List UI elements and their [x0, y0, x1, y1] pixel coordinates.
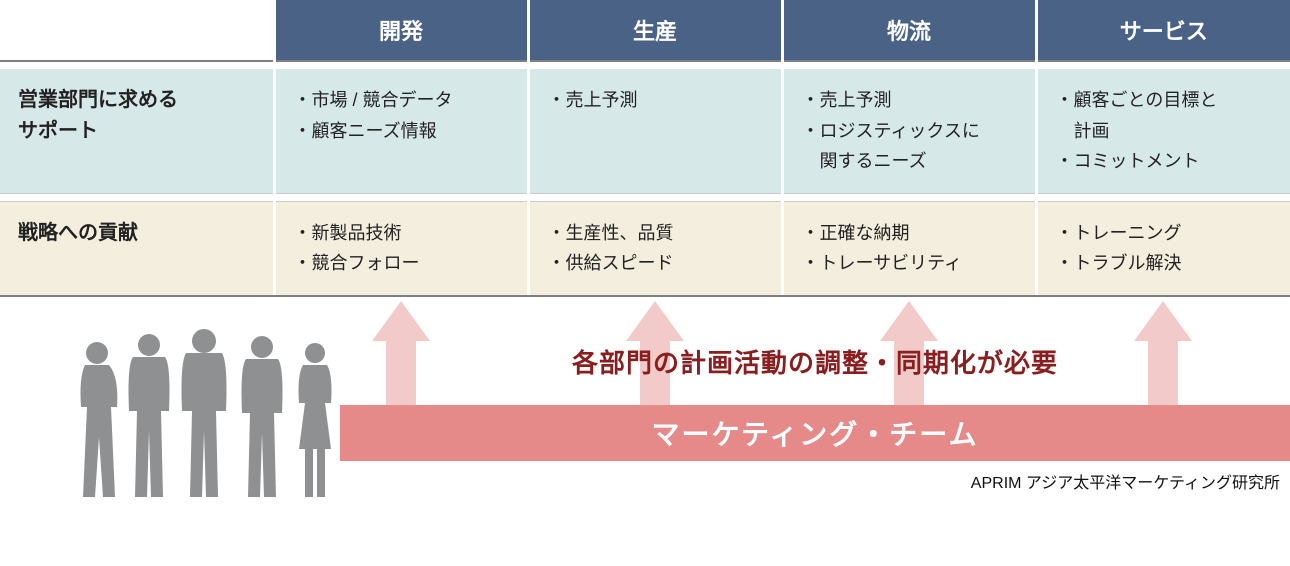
list-item: ・顧客ニーズ情報	[294, 116, 509, 147]
people-icon	[70, 327, 350, 507]
list-item: ・供給スピード	[548, 248, 763, 279]
cell-strategy-3: ・トレーニング・トラブル解決	[1036, 201, 1290, 295]
list-item: ・売上予測	[802, 85, 1017, 116]
spacer-row-2	[0, 193, 1290, 201]
people-silhouette	[70, 327, 350, 512]
arrow-up-icon	[372, 301, 430, 405]
list-item: ・トレーサビリティ	[802, 248, 1017, 279]
arrow-up-icon	[626, 301, 684, 405]
dept-table: 開発 生産 物流 サービス 営業部門に求める サポート ・市場 / 競合データ・…	[0, 0, 1290, 295]
cell-support-1: ・売上予測	[528, 69, 782, 193]
lower-section: 各部門の計画活動の調整・同期化が必要 マーケティング・チーム	[0, 297, 1290, 527]
table-header-row: 開発 生産 物流 サービス	[0, 0, 1290, 61]
row-strategy-head: 戦略への貢献	[0, 201, 274, 295]
header-blank	[0, 0, 274, 61]
marketing-team-bar: マーケティング・チーム	[340, 405, 1290, 461]
list-item: ・市場 / 競合データ	[294, 85, 509, 116]
marketing-team-label: マーケティング・チーム	[652, 413, 979, 453]
list-item: ・トレーニング	[1056, 218, 1273, 249]
row-support: 営業部門に求める サポート ・市場 / 競合データ・顧客ニーズ情報 ・売上予測 …	[0, 69, 1290, 193]
list-item: ・トラブル解決	[1056, 248, 1273, 279]
list-item: ・新製品技術	[294, 218, 509, 249]
row-strategy: 戦略への貢献 ・新製品技術・競合フォロー ・生産性、品質・供給スピード ・正確な…	[0, 201, 1290, 295]
cell-strategy-1: ・生産性、品質・供給スピード	[528, 201, 782, 295]
spacer-row	[0, 61, 1290, 69]
list-item: ・ロジスティックスに関するニーズ	[802, 116, 1017, 177]
cell-support-2: ・売上予測・ロジスティックスに関するニーズ	[782, 69, 1036, 193]
header-col-1: 生産	[528, 0, 782, 61]
header-col-2: 物流	[782, 0, 1036, 61]
list-item: ・売上予測	[548, 85, 763, 116]
cell-support-0: ・市場 / 競合データ・顧客ニーズ情報	[274, 69, 528, 193]
row-support-label-2: サポート	[18, 116, 255, 147]
dept-table-container: 開発 生産 物流 サービス 営業部門に求める サポート ・市場 / 競合データ・…	[0, 0, 1290, 297]
credit-text: APRIM アジア太平洋マーケティング研究所	[971, 469, 1280, 493]
list-item: ・コミットメント	[1056, 146, 1273, 177]
list-item: ・生産性、品質	[548, 218, 763, 249]
arrow-slot-3	[1036, 297, 1290, 417]
row-strategy-label-1: 戦略への貢献	[18, 218, 255, 249]
arrow-slot-2	[782, 297, 1036, 417]
arrow-up-icon	[880, 301, 938, 405]
cell-strategy-2: ・正確な納期・トレーサビリティ	[782, 201, 1036, 295]
cell-strategy-0: ・新製品技術・競合フォロー	[274, 201, 528, 295]
header-col-0: 開発	[274, 0, 528, 61]
arrow-slot-1	[528, 297, 782, 417]
arrows-row	[274, 297, 1290, 417]
list-item: ・正確な納期	[802, 218, 1017, 249]
list-item: ・顧客ごとの目標と計画	[1056, 85, 1273, 146]
list-item: ・競合フォロー	[294, 248, 509, 279]
arrow-up-icon	[1134, 301, 1192, 405]
cell-support-3: ・顧客ごとの目標と計画・コミットメント	[1036, 69, 1290, 193]
header-col-3: サービス	[1036, 0, 1290, 61]
row-support-head: 営業部門に求める サポート	[0, 69, 274, 193]
row-support-label-1: 営業部門に求める	[18, 85, 255, 116]
